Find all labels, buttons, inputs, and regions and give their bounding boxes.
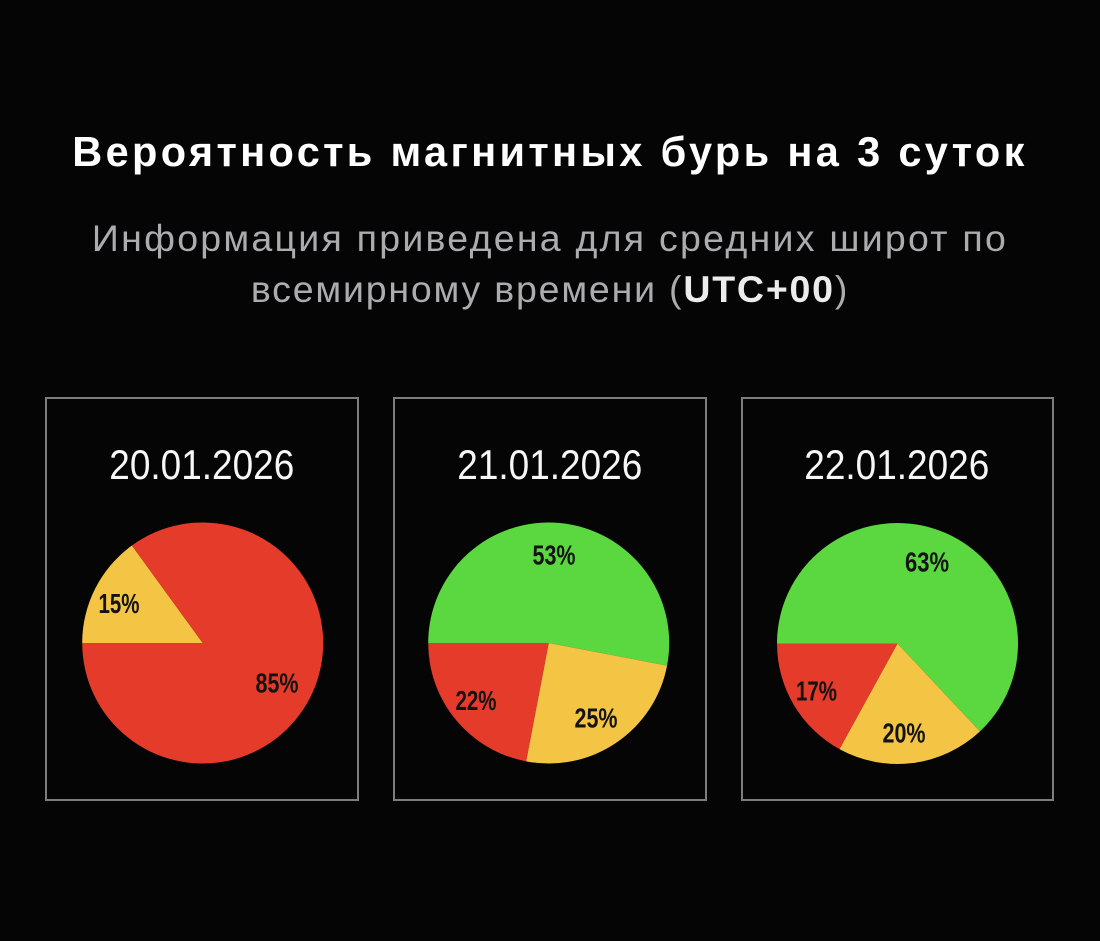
svg-text:22%: 22% — [456, 685, 497, 716]
svg-text:25%: 25% — [575, 703, 618, 734]
svg-text:53%: 53% — [533, 540, 576, 571]
svg-text:63%: 63% — [905, 547, 949, 578]
svg-text:85%: 85% — [256, 668, 299, 699]
svg-text:20%: 20% — [883, 718, 926, 749]
svg-text:17%: 17% — [796, 675, 837, 706]
svg-text:15%: 15% — [99, 588, 140, 619]
